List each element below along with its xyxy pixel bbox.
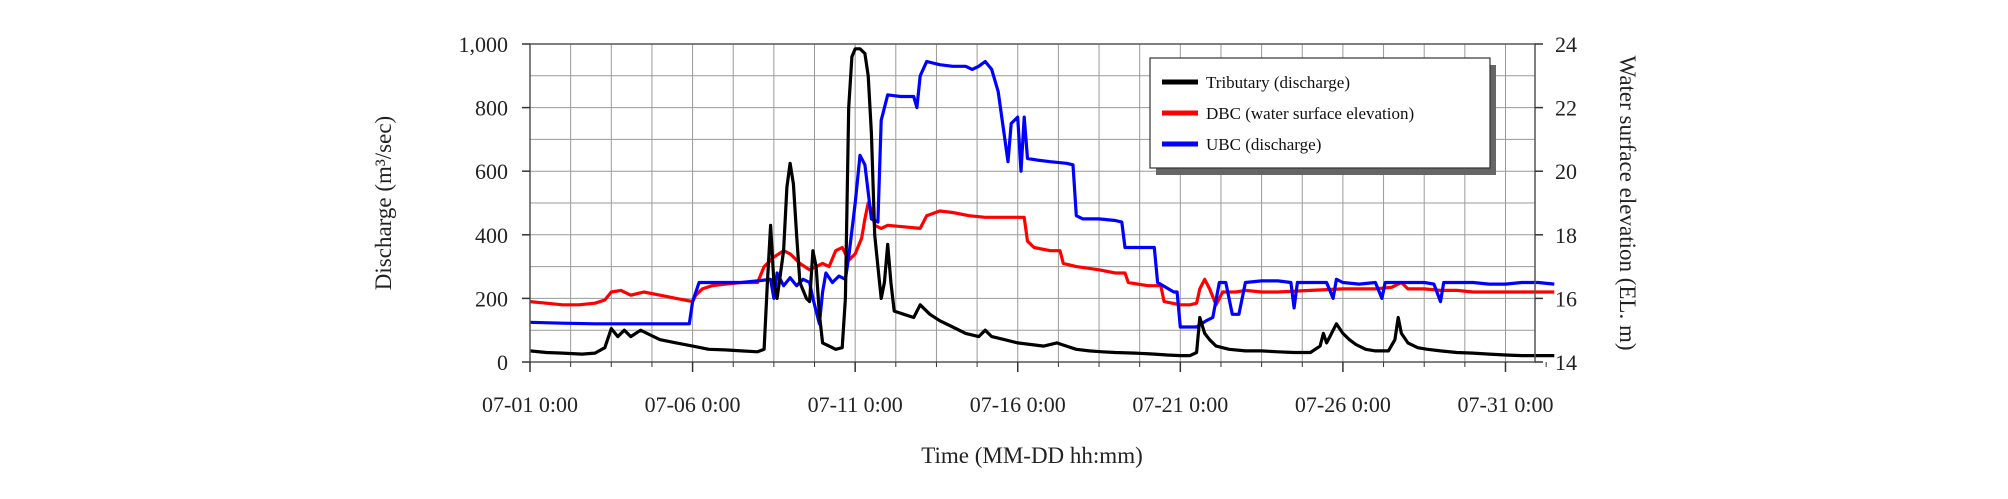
- series-dbc-line: [529, 201, 1555, 307]
- legend-label-dbc: DBC (water surface elevation): [1206, 104, 1414, 123]
- x-axis-title: Time (MM-DD hh:mm): [921, 443, 1143, 468]
- y-right-tick-label: 18: [1555, 223, 1577, 248]
- y-left-tick-label: 1,000: [459, 32, 509, 57]
- y-axis-left-title: Discharge (m³/sec): [371, 116, 396, 290]
- x-tick-label: 07-06 0:00: [645, 392, 741, 417]
- plot-frame: [529, 43, 1536, 363]
- y-left-tick-label: 200: [475, 286, 508, 311]
- gridlines: [529, 44, 1535, 362]
- x-tick-label: 07-21 0:00: [1132, 392, 1228, 417]
- y-right-tick-label: 22: [1555, 96, 1577, 121]
- legend-label-tributary: Tributary (discharge): [1206, 73, 1350, 92]
- x-tick-label: 07-26 0:00: [1295, 392, 1391, 417]
- y-left-tick-label: 0: [497, 350, 508, 375]
- x-tick-label: 07-16 0:00: [970, 392, 1066, 417]
- series-layer: [529, 47, 1555, 358]
- y-right-tick-label: 24: [1555, 32, 1577, 57]
- series-tributary-line: [529, 47, 1555, 358]
- x-tick-label: 07-01 0:00: [482, 392, 578, 417]
- y-left-tick-label: 600: [475, 159, 508, 184]
- axes: 07-01 0:00 07-06 0:00 07-11 0:00 07-16 0:00…: [459, 32, 1578, 417]
- legend-box: [1149, 57, 1491, 169]
- y-axis-right-title: Water surface elevation (EL. m): [1615, 55, 1640, 350]
- x-tick-label: 07-31 0:00: [1458, 392, 1554, 417]
- y-right-tick-label: 20: [1555, 159, 1577, 184]
- y-right-tick-label: 14: [1555, 350, 1577, 375]
- legend: Tributary (discharge) DBC (water surface…: [1149, 57, 1496, 175]
- y-left-tick-label: 400: [475, 223, 508, 248]
- legend-label-ubc: UBC (discharge): [1206, 135, 1321, 154]
- y-right-tick-label: 16: [1555, 286, 1577, 311]
- x-tick-label: 07-11 0:00: [808, 392, 903, 417]
- y-left-tick-label: 800: [475, 96, 508, 121]
